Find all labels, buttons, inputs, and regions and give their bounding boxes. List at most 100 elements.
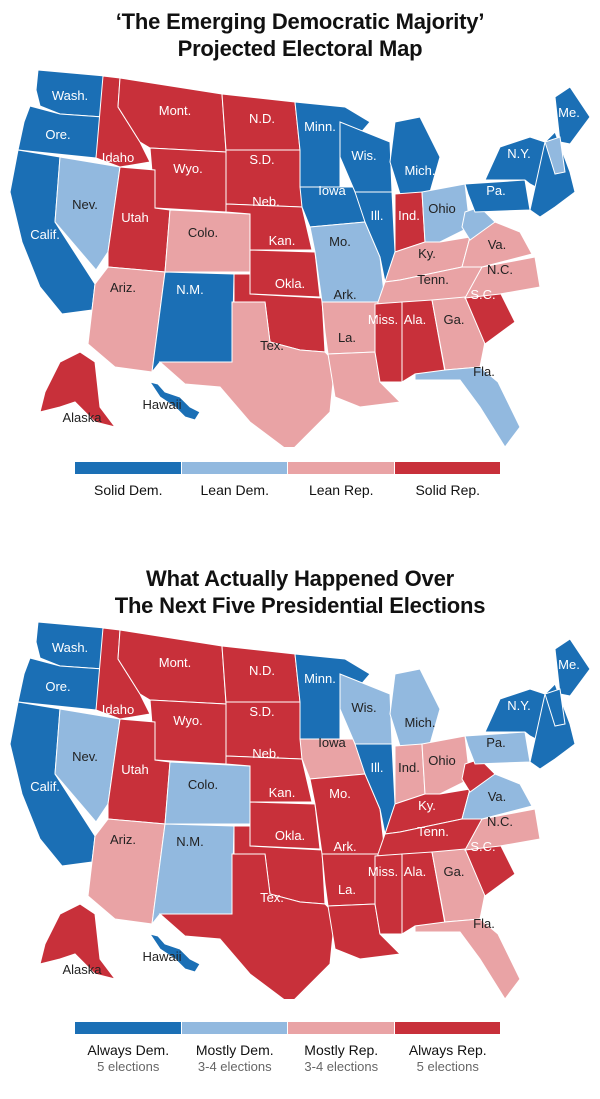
top-title: ‘The Emerging Democratic Majority’ Proje… xyxy=(0,8,600,62)
state-label-sd: S.D. xyxy=(249,704,274,719)
state-tx xyxy=(158,853,336,999)
state-label-pa: Pa. xyxy=(486,735,506,750)
legend-item: Lean Dem. xyxy=(182,482,289,498)
legend-label: Always Dem. xyxy=(87,1042,170,1058)
state-label-nd: N.D. xyxy=(249,111,275,126)
bottom-title-line1: What Actually Happened Over xyxy=(146,566,454,591)
actual-legend: Always Dem. 5 elections Mostly Dem. 3-4 ele… xyxy=(75,1022,501,1074)
state-label-az: Ariz. xyxy=(110,832,136,847)
legend-sublabel: 3-4 elections xyxy=(304,1059,379,1074)
state-label-or: Ore. xyxy=(45,679,70,694)
state-ak xyxy=(39,351,117,428)
state-label-ia: Iowa xyxy=(318,183,346,198)
state-nc xyxy=(464,256,541,299)
state-label-ms: Miss. xyxy=(368,864,398,879)
state-label-mi: Mich. xyxy=(404,163,435,178)
state-label-mt: Mont. xyxy=(159,103,192,118)
state-label-wy: Wyo. xyxy=(173,161,203,176)
state-label-ia: Iowa xyxy=(318,735,346,750)
legend-item: Always Dem. 5 elections xyxy=(75,1042,182,1074)
legend-swatch xyxy=(288,462,395,474)
state-label-la: La. xyxy=(338,330,356,345)
state-nc xyxy=(464,808,541,851)
state-label-oh: Ohio xyxy=(428,201,455,216)
state-wy xyxy=(149,699,227,765)
legend-sublabel: 5 elections xyxy=(416,1059,479,1074)
state-label-va: Va. xyxy=(488,237,507,252)
legend-sublabel: 5 elections xyxy=(97,1059,160,1074)
legend-swatch xyxy=(288,1022,395,1034)
state-label-mo: Mo. xyxy=(329,234,351,249)
state-label-ny: N.Y. xyxy=(507,146,531,161)
state-label-nc: N.C. xyxy=(487,814,513,829)
state-ar xyxy=(321,853,379,907)
state-label-oh: Ohio xyxy=(428,753,455,768)
state-label-or: Ore. xyxy=(45,127,70,142)
state-label-fl: Fla. xyxy=(473,364,495,379)
state-label-tn: Tenn. xyxy=(417,824,449,839)
state-hi xyxy=(148,381,201,421)
state-mi xyxy=(389,116,441,195)
legend-label: Solid Rep. xyxy=(415,482,481,498)
legend-swatch xyxy=(181,1022,288,1034)
legend-sublabel: 3-4 elections xyxy=(197,1059,272,1074)
state-label-wy: Wyo. xyxy=(173,713,203,728)
state-label-ak: Alaska xyxy=(62,410,102,425)
state-label-ms: Miss. xyxy=(368,312,398,327)
state-label-nv: Nev. xyxy=(72,749,98,764)
state-oh xyxy=(421,735,471,795)
legend-swatch xyxy=(75,462,182,474)
state-ms xyxy=(374,301,403,383)
state-label-sc: S.C. xyxy=(470,839,495,854)
state-label-ks: Kan. xyxy=(269,233,296,248)
state-mn xyxy=(294,101,371,188)
state-label-tx: Tex. xyxy=(260,890,284,905)
legend-label: Lean Rep. xyxy=(308,482,374,498)
state-label-mi: Mich. xyxy=(404,715,435,730)
state-ga xyxy=(431,296,486,371)
state-nh xyxy=(544,136,566,175)
legend-item: Solid Rep. xyxy=(395,482,502,498)
state-label-co: Colo. xyxy=(188,777,218,792)
legend-item: Solid Dem. xyxy=(75,482,182,498)
state-pa xyxy=(464,731,531,765)
top-title-line1: ‘The Emerging Democratic Majority’ xyxy=(115,9,485,34)
state-label-nv: Nev. xyxy=(72,197,98,212)
top-title-line2: Projected Electoral Map xyxy=(177,36,423,61)
state-label-id: Idaho xyxy=(102,702,135,717)
legend-item: Always Rep. 5 elections xyxy=(395,1042,502,1074)
state-oh xyxy=(421,183,471,243)
state-label-wa: Wash. xyxy=(52,640,88,655)
state-label-la: La. xyxy=(338,882,356,897)
legend-label: Mostly Dem. xyxy=(195,1042,274,1058)
state-label-fl: Fla. xyxy=(473,916,495,931)
state-label-me: Me. xyxy=(558,657,580,672)
state-label-ca: Calif. xyxy=(30,227,60,242)
legend-swatch xyxy=(181,462,288,474)
state-label-al: Ala. xyxy=(404,312,426,327)
state-label-ar: Ark. xyxy=(333,287,356,302)
state-label-mn: Minn. xyxy=(304,119,336,134)
actual-results-map: Wash. Ore. Calif. Nev. Idaho Mont. Wyo. Utah Ari… xyxy=(9,621,591,999)
state-label-ks: Kan. xyxy=(269,785,296,800)
state-label-ok: Okla. xyxy=(275,276,305,291)
state-tx xyxy=(158,301,336,447)
state-label-ky: Ky. xyxy=(418,798,436,813)
state-label-nd: N.D. xyxy=(249,663,275,678)
state-label-nm: N.M. xyxy=(176,282,203,297)
state-label-wa: Wash. xyxy=(52,88,88,103)
projected-electoral-map: Wash. Ore. Calif. Nev. Idaho Mont. Wyo. Utah Ari… xyxy=(9,69,591,447)
state-label-nc: N.C. xyxy=(487,262,513,277)
state-label-sc: S.C. xyxy=(470,287,495,302)
state-co xyxy=(164,209,251,273)
state-label-ne: Neb. xyxy=(252,746,279,761)
state-label-ky: Ky. xyxy=(418,246,436,261)
state-ms xyxy=(374,853,403,935)
state-label-il: Ill. xyxy=(371,760,384,775)
state-label-pa: Pa. xyxy=(486,183,506,198)
state-mi xyxy=(389,668,441,747)
state-label-me: Me. xyxy=(558,105,580,120)
state-wy xyxy=(149,147,227,213)
state-me xyxy=(554,86,591,145)
state-label-wi: Wis. xyxy=(351,700,376,715)
